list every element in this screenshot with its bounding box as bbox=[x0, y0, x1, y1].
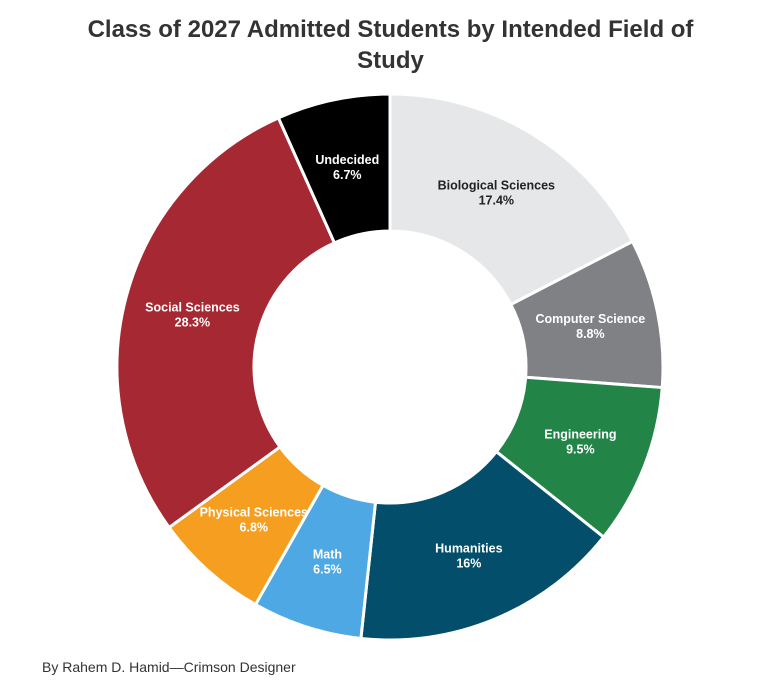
slice-label-physical-sciences: Physical Sciences bbox=[200, 506, 308, 520]
slice-label-computer-science: Computer Science bbox=[535, 312, 645, 326]
slice-label-humanities: Humanities bbox=[435, 542, 502, 556]
slice-value-undecided: 6.7% bbox=[333, 168, 362, 182]
slice-value-social-sciences: 28.3% bbox=[175, 315, 210, 329]
slice-value-math: 6.5% bbox=[313, 563, 342, 577]
slice-biological-sciences bbox=[388, 92, 634, 306]
slice-value-humanities: 16% bbox=[456, 557, 481, 571]
slice-value-physical-sciences: 6.8% bbox=[240, 521, 269, 535]
slice-humanities bbox=[359, 450, 606, 642]
slices-group bbox=[115, 92, 665, 642]
byline-credit: By Rahem D. Hamid—Crimson Designer bbox=[42, 659, 296, 675]
slice-label-biological-sciences: Biological Sciences bbox=[438, 178, 555, 192]
slice-social-sciences bbox=[115, 116, 336, 529]
chart-title: Class of 2027 Admitted Students by Inten… bbox=[87, 16, 694, 74]
slice-label-social-sciences: Social Sciences bbox=[145, 300, 240, 314]
slice-label-undecided: Undecided bbox=[315, 153, 379, 167]
slice-value-computer-science: 8.8% bbox=[576, 327, 605, 341]
slice-value-biological-sciences: 17.4% bbox=[479, 193, 514, 207]
slice-label-math: Math bbox=[313, 548, 342, 562]
slice-undecided bbox=[276, 92, 392, 245]
slice-value-engineering: 9.5% bbox=[566, 443, 595, 457]
slice-label-engineering: Engineering bbox=[544, 428, 616, 442]
